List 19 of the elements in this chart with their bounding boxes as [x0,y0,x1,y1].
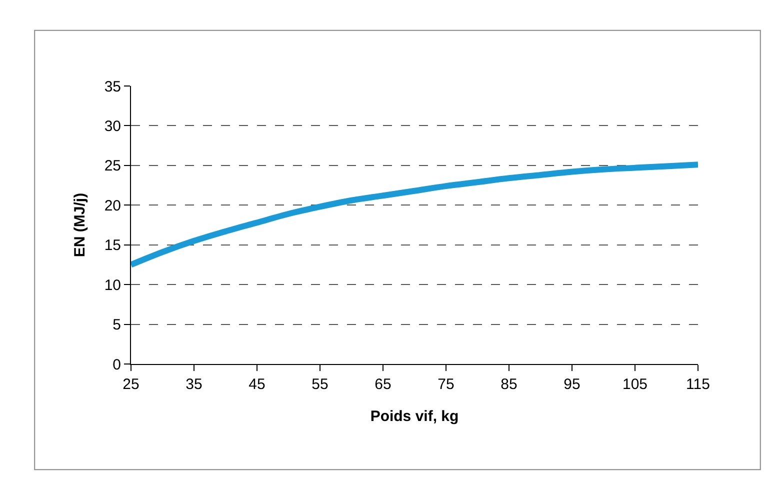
x-tick-label: 115 [686,376,710,393]
x-axis-title: Poids vif, kg [370,408,459,425]
x-tick-label: 45 [248,376,266,393]
x-tick-label: 85 [500,376,518,393]
x-tick-label: 105 [622,376,648,393]
y-tick-label: 5 [112,316,121,334]
x-tick-label: 95 [564,376,580,393]
x-tick-label: 75 [438,376,454,393]
y-tick-label: 35 [104,78,121,96]
y-tick-label: 25 [104,158,121,175]
y-tick-label: 20 [104,197,121,214]
x-tick-label: 55 [312,376,328,393]
y-tick-label: 0 [112,356,121,374]
x-tick-label: 65 [374,376,392,393]
y-tick-label: 10 [104,276,121,294]
y-tick-label: 30 [104,118,121,135]
y-axis-title: EN (MJ/j) [72,192,89,258]
y-tick-label: 15 [104,237,121,254]
x-tick-label: 35 [186,376,202,393]
